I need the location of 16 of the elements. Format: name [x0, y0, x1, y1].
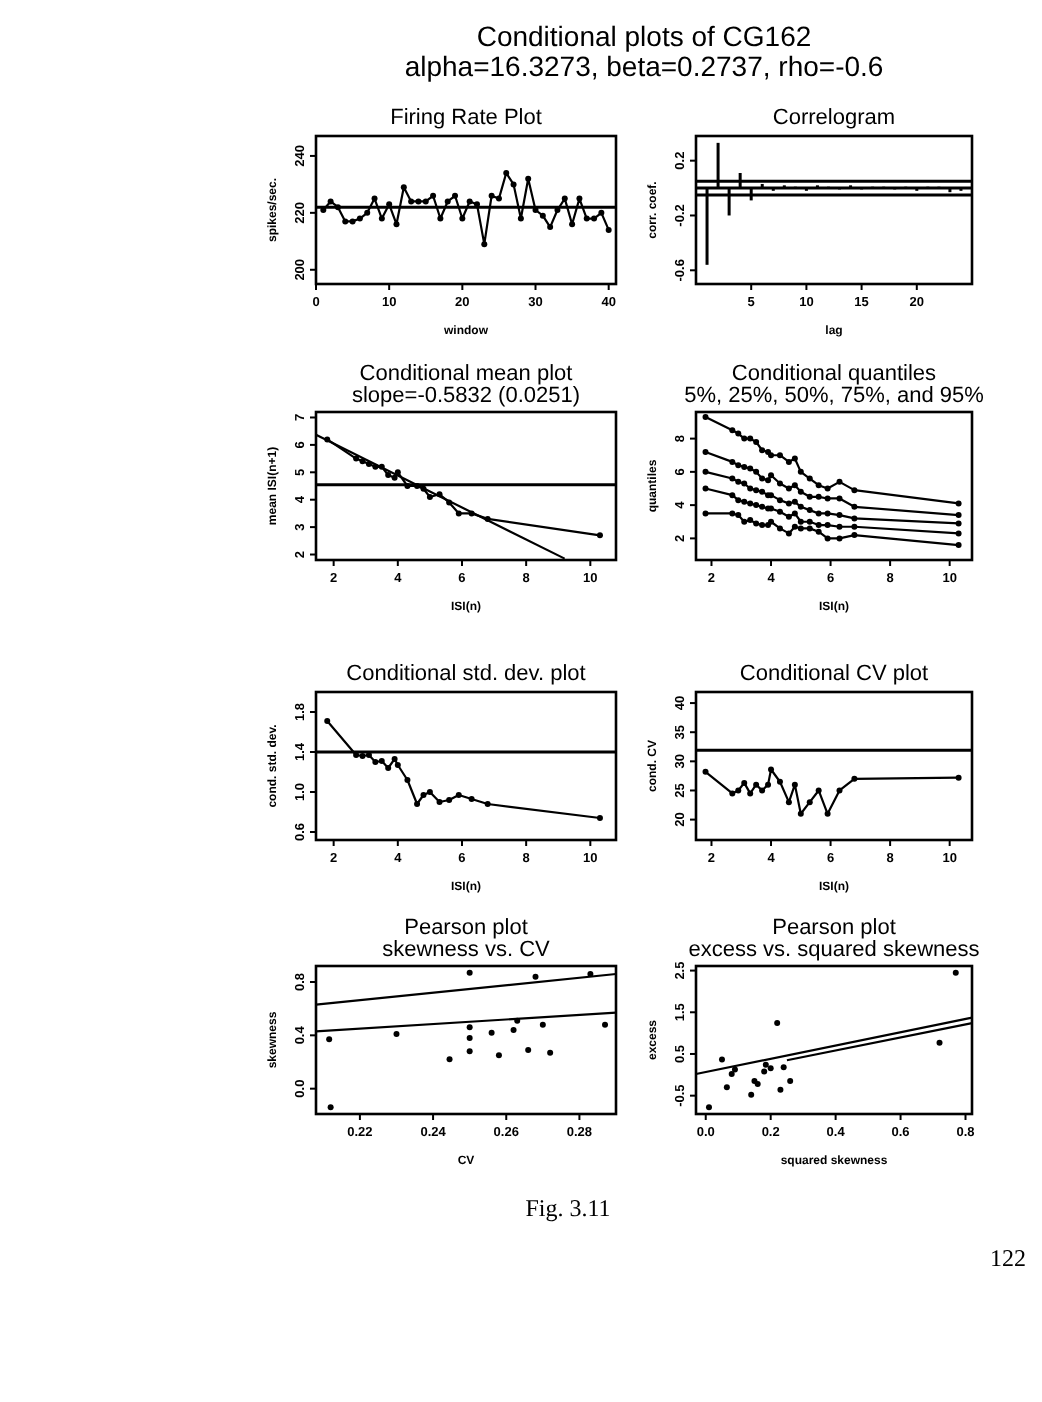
chart-title: Correlogram — [772, 106, 896, 130]
chart-title: Conditional std. dev. plot — [346, 662, 586, 686]
chart-subtitle: 5%, 25%, 50%, 75%, and 95% — [684, 384, 985, 408]
chart-title: Conditional mean plot — [359, 362, 573, 386]
text: 122 — [990, 1244, 1026, 1272]
text: Conditional plots of CG162 — [476, 20, 812, 52]
chart-subtitle: slope=-0.5832 (0.0251) — [351, 384, 581, 408]
chart-title: Pearson plot — [404, 916, 528, 940]
chart-title: Firing Rate Plot — [390, 106, 542, 130]
chart-title: Conditional CV plot — [739, 662, 929, 686]
chart-title: Pearson plot — [772, 916, 896, 940]
chart-title: Conditional quantiles — [731, 362, 938, 386]
text: alpha=16.3273, beta=0.2737, rho=-0.6 — [404, 50, 884, 82]
caption: Fig. 3.11 — [525, 1194, 611, 1222]
chart-subtitle: excess vs. squared skewness — [688, 938, 981, 962]
chart-subtitle: skewness vs. CV — [382, 938, 552, 962]
